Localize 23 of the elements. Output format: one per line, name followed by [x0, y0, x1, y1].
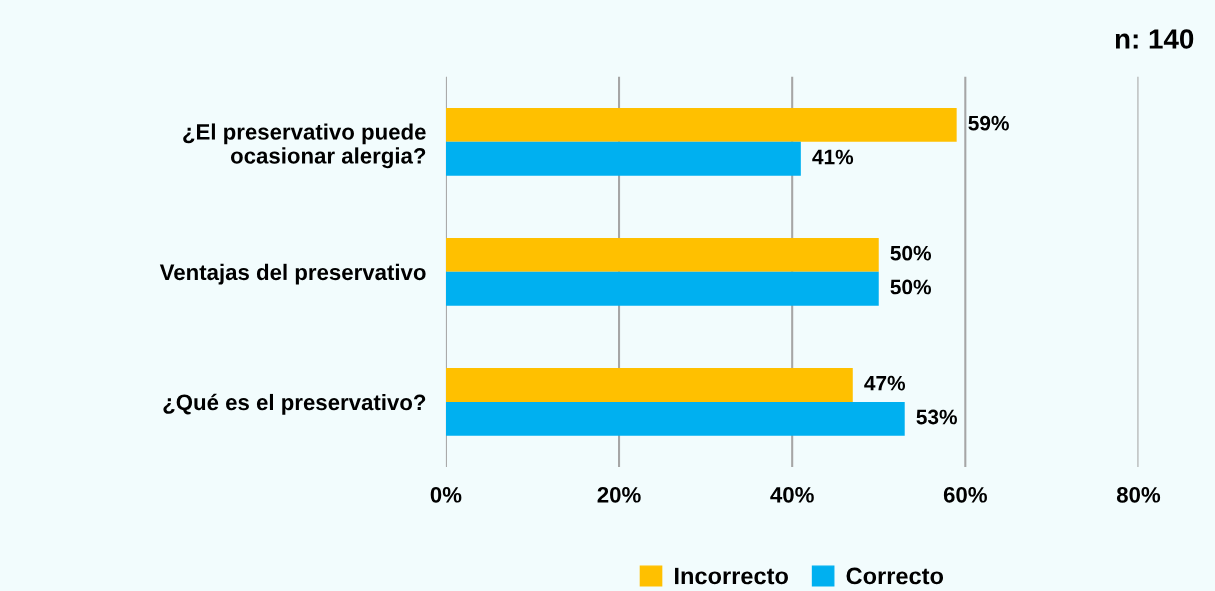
bar: [445, 108, 957, 142]
x-tick-label: 0%: [430, 486, 462, 503]
data-label: 59%: [968, 115, 1009, 131]
data-label: 41%: [812, 149, 854, 165]
data-label: 47%: [864, 375, 906, 391]
y-tick-label: ¿Qué es el preservativo?: [163, 393, 426, 415]
legend-label: Correcto: [846, 567, 944, 585]
legend-label: Incorrecto: [675, 567, 788, 585]
data-label: 50%: [890, 279, 932, 295]
x-tick-label: 40%: [770, 486, 814, 503]
bar: [445, 401, 905, 436]
data-label: 50%: [890, 245, 932, 261]
bar: [445, 368, 853, 402]
y-tick-label: ¿El preservativo puede ocasionar alergia?: [183, 123, 426, 169]
bar: [445, 271, 879, 306]
data-label: 53%: [916, 409, 957, 425]
y-tick-label: Ventajas del preservativo: [159, 263, 426, 285]
bar: [445, 238, 879, 272]
bar: [445, 141, 801, 176]
x-tick-label: 60%: [943, 486, 987, 503]
x-tick-label: 20%: [597, 486, 641, 503]
x-tick-label: 80%: [1116, 486, 1161, 503]
text: n: 140: [1115, 29, 1194, 49]
